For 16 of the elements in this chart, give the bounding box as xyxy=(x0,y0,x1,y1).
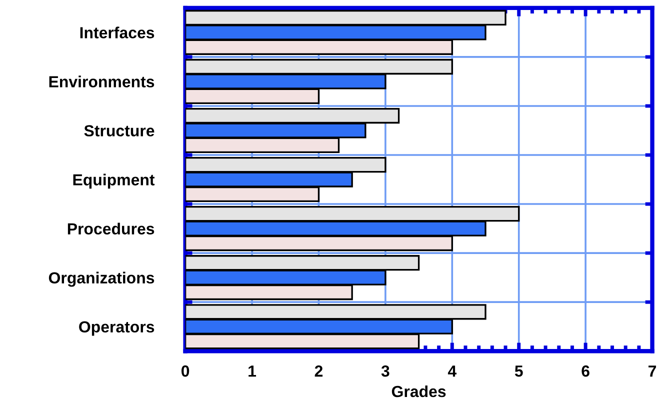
x-tick-label: 2 xyxy=(314,365,323,377)
y-tick-label: Environments xyxy=(49,76,154,88)
y-tick-label: Equipment xyxy=(73,174,155,189)
x-tick-label: 5 xyxy=(514,366,523,377)
x-tick-label: 7 xyxy=(648,366,656,377)
x-tick-label: 3 xyxy=(381,365,390,377)
x-tick-label: 4 xyxy=(448,366,457,377)
x-tick-label: 0 xyxy=(182,365,190,377)
y-tick-label: Interfaces xyxy=(80,26,154,38)
x-axis-title: Grades xyxy=(392,385,446,398)
y-tick-label: Organizations xyxy=(48,272,154,287)
y-tick-label: Procedures xyxy=(68,222,154,234)
x-tick-label: 1 xyxy=(248,366,256,377)
x-tick-label: 6 xyxy=(582,365,590,377)
y-tick-label: Structure xyxy=(84,125,154,136)
y-tick-label: Operators xyxy=(79,321,154,336)
